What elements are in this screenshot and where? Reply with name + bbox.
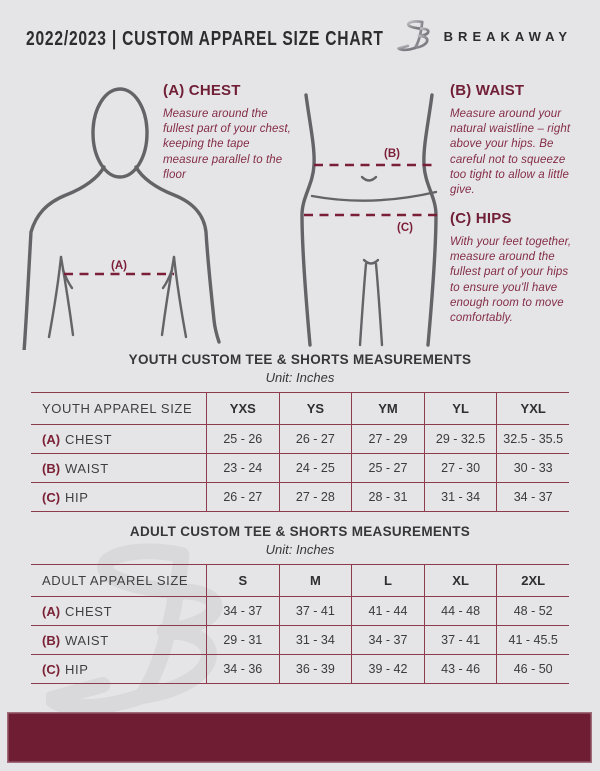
table-row: (C) HIP 26 - 27 27 - 28 28 - 31 31 - 34 3… — [31, 483, 569, 512]
row-name: WAIST — [65, 632, 109, 648]
adult-table-title: ADULT CUSTOM TEE & SHORTS MEASUREMENTS — [129, 524, 471, 539]
chest-marker-label: (A) — [111, 260, 127, 272]
row-marker: (B) — [42, 460, 61, 476]
row-marker: (B) — [42, 632, 61, 648]
table-cell: 26 - 27 — [278, 425, 352, 453]
table-header-row: ADULT APPAREL SIZE S M L XL 2XL — [31, 565, 569, 597]
chest-description: Measure around the fullest part of your … — [163, 108, 291, 181]
row-name: CHEST — [65, 603, 113, 619]
table-row: (B) WAIST 29 - 31 31 - 34 34 - 37 37 - 41… — [31, 626, 569, 655]
table-cell: 31 - 34 — [278, 626, 352, 654]
footer-bar — [7, 712, 592, 763]
brand-name: BREAKAWAY — [443, 29, 572, 44]
hips-heading: (C) HIPS — [450, 210, 512, 227]
waist-marker-label: (B) — [384, 148, 400, 160]
waist-description: Measure around your natural waistline – … — [450, 108, 571, 196]
table-row: (A) CHEST 34 - 37 37 - 41 41 - 44 44 - 48… — [31, 597, 569, 626]
size-label-header: ADULT APPAREL SIZE — [42, 573, 189, 588]
adult-table-unit: Unit: Inches — [265, 542, 335, 557]
table-cell: 48 - 52 — [496, 597, 569, 625]
table-cell: 25 - 27 — [351, 454, 424, 482]
upper-body-figure: (A) — [22, 87, 221, 350]
table-cell: 27 - 29 — [351, 425, 424, 453]
table-cell: 24 - 25 — [278, 454, 352, 482]
table-cell: 37 - 41 — [423, 626, 497, 654]
row-marker: (C) — [42, 489, 61, 505]
size-column-header: S — [206, 565, 279, 596]
size-label-header: YOUTH APPAREL SIZE — [42, 401, 193, 416]
table-cell: 34 - 37 — [206, 597, 279, 625]
youth-size-section: YOUTH CUSTOM TEE & SHORTS MEASUREMENTS U… — [0, 352, 600, 512]
table-cell: 25 - 26 — [206, 425, 279, 453]
chest-heading: (A) CHEST — [163, 82, 241, 99]
size-column-header: L — [351, 565, 424, 596]
adult-size-table: ADULT APPAREL SIZE S M L XL 2XL (A) CHEST… — [31, 564, 569, 684]
size-column-header: M — [278, 565, 352, 596]
size-column-header: 2XL — [496, 565, 569, 596]
table-cell: 39 - 42 — [351, 655, 424, 683]
table-cell: 36 - 39 — [278, 655, 352, 683]
chest-guide: (A) CHEST Measure around the fullest par… — [163, 82, 291, 183]
watermark-logo-icon — [46, 543, 223, 715]
hips-marker-label: (C) — [397, 222, 413, 234]
waist-heading: (B) WAIST — [450, 82, 525, 99]
youth-table-title: YOUTH CUSTOM TEE & SHORTS MEASUREMENTS — [128, 352, 472, 367]
table-cell: 28 - 31 — [351, 483, 424, 511]
row-marker: (A) — [42, 603, 61, 619]
size-column-header: YM — [351, 393, 424, 424]
table-cell: 29 - 31 — [206, 626, 279, 654]
row-name: HIP — [65, 489, 89, 505]
youth-size-table: YOUTH APPAREL SIZE YXS YS YM YL YXL (A) C… — [31, 392, 569, 512]
table-cell: 44 - 48 — [423, 597, 497, 625]
table-cell: 34 - 36 — [206, 655, 279, 683]
size-column-header: YS — [278, 393, 352, 424]
table-cell: 23 - 24 — [206, 454, 279, 482]
youth-table-unit: Unit: Inches — [265, 370, 335, 385]
size-column-header: YXL — [496, 393, 569, 424]
lower-body-figure: (B) (C) — [300, 93, 438, 347]
table-cell: 43 - 46 — [423, 655, 497, 683]
brand-lockup: BREAKAWAY — [396, 20, 572, 53]
table-row: (B) WAIST 23 - 24 24 - 25 25 - 27 27 - 30… — [31, 454, 569, 483]
table-cell: 46 - 50 — [496, 655, 569, 683]
table-cell: 31 - 34 — [423, 483, 497, 511]
breakaway-logo-icon — [396, 20, 430, 52]
size-column-header: YL — [423, 393, 497, 424]
row-name: HIP — [65, 661, 89, 677]
row-name: CHEST — [65, 431, 113, 447]
table-cell: 41 - 44 — [351, 597, 424, 625]
table-cell: 30 - 33 — [496, 454, 569, 482]
hips-description: With your feet together, measure around … — [450, 236, 572, 324]
table-header-row: YOUTH APPAREL SIZE YXS YS YM YL YXL — [31, 393, 569, 425]
table-cell: 27 - 28 — [278, 483, 352, 511]
table-row: (C) HIP 34 - 36 36 - 39 39 - 42 43 - 46 4… — [31, 655, 569, 684]
table-cell: 29 - 32.5 — [423, 425, 497, 453]
size-column-header: YXS — [206, 393, 279, 424]
table-cell: 27 - 30 — [423, 454, 497, 482]
adult-size-section: ADULT CUSTOM TEE & SHORTS MEASUREMENTS U… — [0, 524, 600, 684]
table-row: (A) CHEST 25 - 26 26 - 27 27 - 29 29 - 32… — [31, 425, 569, 454]
waist-guide: (B) WAIST Measure around your natural wa… — [450, 82, 580, 198]
row-marker: (A) — [42, 431, 61, 447]
page-title: 2022/2023 | CUSTOM APPAREL SIZE CHART — [26, 28, 384, 50]
row-name: WAIST — [65, 460, 109, 476]
size-column-header: XL — [423, 565, 497, 596]
table-cell: 26 - 27 — [206, 483, 279, 511]
table-cell: 32.5 - 35.5 — [496, 425, 569, 453]
table-cell: 37 - 41 — [278, 597, 352, 625]
hips-guide: (C) HIPS With your feet together, measur… — [450, 210, 580, 326]
table-cell: 34 - 37 — [351, 626, 424, 654]
table-cell: 34 - 37 — [496, 483, 569, 511]
table-cell: 41 - 45.5 — [496, 626, 569, 654]
row-marker: (C) — [42, 661, 61, 677]
